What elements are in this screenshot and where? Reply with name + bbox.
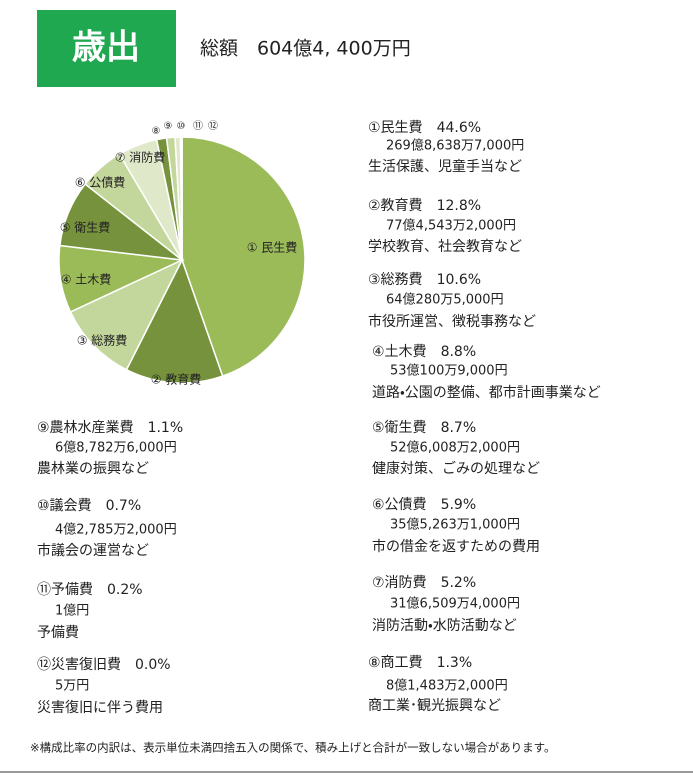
item-name-text: ⑫災害復旧費 xyxy=(37,656,121,673)
item-amount: 52億6,008万2,000円 xyxy=(390,441,520,456)
slice-label: ③ 総務費 xyxy=(77,333,128,348)
item-amount: 8億1,483万2,000円 xyxy=(386,679,508,694)
item-name-text: ⑩議会費 xyxy=(37,497,92,514)
item-percent: 0.0% xyxy=(135,657,171,673)
item-note: 市議会の運営など xyxy=(37,542,149,559)
total: 総額 604億4, 400万円 xyxy=(200,38,411,60)
header-box xyxy=(37,10,176,87)
item-name: ⑫災害復旧費 0.0% xyxy=(37,656,171,673)
item-amount: 35億5,263万1,000円 xyxy=(390,518,520,533)
item-percent: 1.3% xyxy=(437,655,473,671)
item-percent: 5.9% xyxy=(441,497,477,513)
item-name: ③総務費 10.6% xyxy=(368,272,481,288)
item-note: 道路・公園の整備、都市計画事業など xyxy=(372,385,601,401)
item-amount: 1億円 xyxy=(55,604,89,619)
item-note: 消防活動・水防活動など xyxy=(372,618,517,634)
item-name-text: ⑧商工費 xyxy=(368,655,423,671)
item-name-text: ⑦消防費 xyxy=(372,575,427,591)
item-amount: 64億280万5,000円 xyxy=(386,293,504,308)
item-percent: 1.1% xyxy=(148,420,184,436)
item-name: ⑥公債費 5.9% xyxy=(372,497,476,513)
item-amount: 5万円 xyxy=(55,679,89,694)
slice-label: ⑦ 消防費 xyxy=(115,150,166,165)
item-amount: 31億6,509万4,000円 xyxy=(390,597,520,612)
slice-label: ⑩ xyxy=(177,121,186,132)
item-note: 農林業の振興など xyxy=(37,461,149,477)
item-name-text: ⑨農林水産業費 xyxy=(37,420,134,436)
pie-slice xyxy=(69,258,184,371)
item-note: 生活保護、児童手当など xyxy=(368,159,522,175)
slice-label: ⑥ 公債費 xyxy=(75,175,126,190)
item-amount: 53億100万9,000円 xyxy=(390,364,508,379)
item-percent: 44.6% xyxy=(437,120,481,136)
item-name-text: ⑤衛生費 xyxy=(372,420,427,436)
item-percent: 0.2% xyxy=(107,582,143,598)
item-name-text: ④土木費 xyxy=(372,344,427,360)
item-note: 学校教育、社会教育など xyxy=(368,239,522,255)
item-name-text: ②教育費 xyxy=(368,198,423,214)
item-percent: 8.8% xyxy=(441,344,477,360)
slice-label: ⑨ xyxy=(164,121,173,132)
slice-label: ① 民生費 xyxy=(247,240,298,255)
pie-slice xyxy=(125,258,224,384)
item-percent: 8.7% xyxy=(441,420,477,436)
item-note: 商工業･観光振興など xyxy=(368,698,501,714)
item-percent: 10.6% xyxy=(437,272,481,288)
item-note: 市役所運営、徴税事務など xyxy=(368,314,536,330)
item-name: ⑪予備費 0.2% xyxy=(37,582,143,598)
slice-label: ④ 土木費 xyxy=(61,272,112,287)
item-name: ④土木費 8.8% xyxy=(372,344,476,360)
item-name: ⑩議会費 0.7% xyxy=(37,497,141,514)
item-name-text: ⑥公債費 xyxy=(372,497,427,513)
item-note: 市の借金を返すための費用 xyxy=(372,539,540,555)
item-name-text: ③総務費 xyxy=(368,272,423,288)
footnote: ※構成比率の内訳は、表示単位未満四捨五入の関係で、積み上げと合計が一致しない場合… xyxy=(30,741,556,755)
item-note: 災害復旧に伴う費用 xyxy=(37,699,163,716)
item-name: ⑨農林水産業費 1.1% xyxy=(37,420,183,436)
title: 歳出 xyxy=(72,28,140,68)
item-name: ⑤衛生費 8.7% xyxy=(372,420,476,436)
item-percent: 5.2% xyxy=(441,575,477,591)
slice-label: ⑤ 衛生費 xyxy=(60,220,111,235)
pie-slice xyxy=(181,136,306,378)
item-amount: 77億4,543万2,000円 xyxy=(386,219,516,234)
item-note: 健康対策、ごみの処理など xyxy=(372,460,540,477)
item-name: ⑧商工費 1.3% xyxy=(368,655,472,671)
item-name: ②教育費 12.8% xyxy=(368,198,481,214)
item-name: ⑦消防費 5.2% xyxy=(372,575,476,591)
slice-label: ⑧ xyxy=(152,126,161,137)
item-amount: 269億8,638万7,000円 xyxy=(386,139,524,154)
item-name-text: ①民生費 xyxy=(368,120,423,136)
item-note: 予備費 xyxy=(37,625,79,641)
item-name: ①民生費 44.6% xyxy=(368,120,481,136)
slice-label: ⑫ xyxy=(208,120,218,132)
slice-label: ② 教育費 xyxy=(151,372,202,387)
slice-label: ⑪ xyxy=(193,120,203,132)
item-name-text: ⑪予備費 xyxy=(37,582,93,598)
item-percent: 12.8% xyxy=(437,198,481,214)
item-amount: 4億2,785万2,000円 xyxy=(55,523,177,538)
item-amount: 6億8,782万6,000円 xyxy=(55,441,177,456)
item-percent: 0.7% xyxy=(106,498,142,514)
